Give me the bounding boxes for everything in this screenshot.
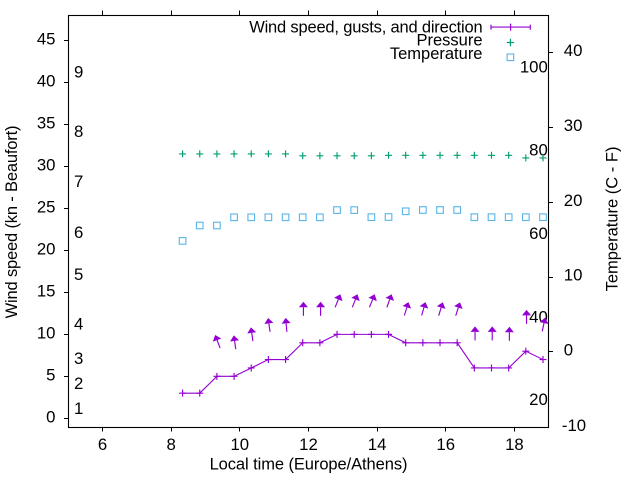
svg-text:25: 25 xyxy=(37,198,56,217)
svg-text:1: 1 xyxy=(74,399,83,418)
svg-text:Wind speed (kn - Beaufort): Wind speed (kn - Beaufort) xyxy=(3,126,21,319)
svg-text:Local time (Europe/Athens): Local time (Europe/Athens) xyxy=(210,456,408,474)
svg-text:8: 8 xyxy=(166,435,175,454)
svg-text:35: 35 xyxy=(37,114,56,133)
svg-text:20: 20 xyxy=(564,191,583,210)
svg-text:3: 3 xyxy=(74,349,83,368)
svg-text:40: 40 xyxy=(529,307,548,326)
svg-text:0: 0 xyxy=(564,340,573,359)
svg-text:Pressure: Pressure xyxy=(416,31,482,49)
svg-text:Wind speed, gusts, and directi: Wind speed, gusts, and direction xyxy=(249,19,482,37)
svg-text:15: 15 xyxy=(37,282,56,301)
svg-text:20: 20 xyxy=(37,240,56,259)
svg-text:40: 40 xyxy=(564,41,583,60)
svg-text:18: 18 xyxy=(505,435,524,454)
svg-text:2: 2 xyxy=(74,374,83,393)
svg-text:0: 0 xyxy=(46,408,55,427)
svg-text:-10: -10 xyxy=(562,416,586,435)
svg-text:9: 9 xyxy=(74,63,83,82)
svg-text:7: 7 xyxy=(74,172,83,191)
svg-text:30: 30 xyxy=(37,156,56,175)
svg-text:Temperature (C - F): Temperature (C - F) xyxy=(604,147,622,292)
svg-text:100: 100 xyxy=(520,58,548,77)
svg-text:45: 45 xyxy=(37,30,56,49)
svg-text:8: 8 xyxy=(74,122,83,141)
svg-text:12: 12 xyxy=(299,435,318,454)
svg-text:4: 4 xyxy=(74,315,83,334)
svg-text:80: 80 xyxy=(529,141,548,160)
svg-text:20: 20 xyxy=(529,390,548,409)
svg-text:Temperature: Temperature xyxy=(390,45,483,63)
svg-text:6: 6 xyxy=(98,435,107,454)
svg-text:10: 10 xyxy=(230,435,249,454)
svg-text:6: 6 xyxy=(74,223,83,242)
svg-text:5: 5 xyxy=(46,366,55,385)
svg-text:10: 10 xyxy=(564,266,583,285)
svg-text:5: 5 xyxy=(74,265,83,284)
svg-text:14: 14 xyxy=(368,435,387,454)
svg-text:40: 40 xyxy=(37,72,56,91)
svg-text:16: 16 xyxy=(436,435,455,454)
svg-text:10: 10 xyxy=(37,324,56,343)
svg-text:60: 60 xyxy=(529,224,548,243)
svg-text:30: 30 xyxy=(564,116,583,135)
